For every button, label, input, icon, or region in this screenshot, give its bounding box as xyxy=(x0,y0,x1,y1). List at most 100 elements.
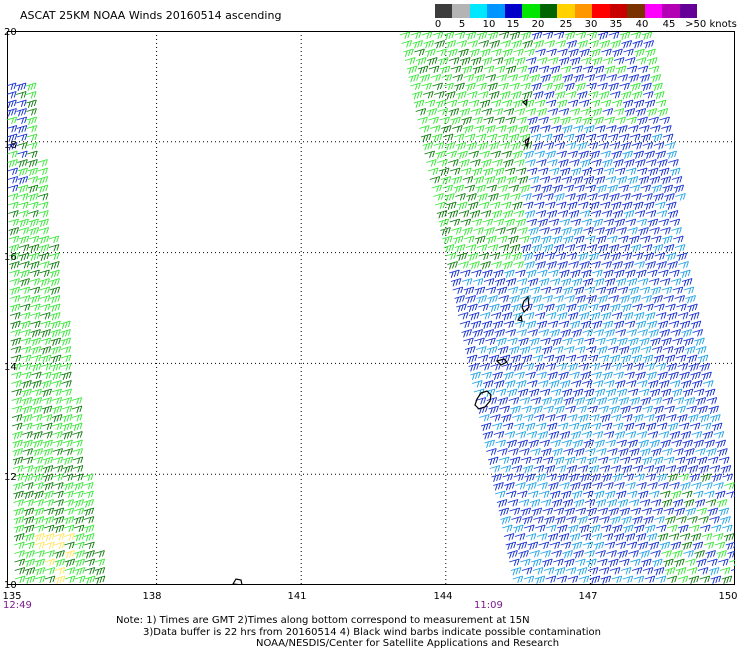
wind-barb xyxy=(452,286,464,295)
wind-barb xyxy=(570,167,582,176)
wind-barb xyxy=(688,363,700,372)
wind-barb xyxy=(549,541,561,550)
wind-barb xyxy=(559,431,571,440)
wind-barb xyxy=(651,448,662,457)
wind-barb xyxy=(597,507,609,516)
wind-barb xyxy=(535,473,547,482)
wind-barb xyxy=(576,142,588,151)
wind-barb xyxy=(501,312,513,321)
wind-barb xyxy=(474,125,485,133)
wind-barb xyxy=(720,516,731,525)
wind-barb xyxy=(51,414,63,423)
wind-barb xyxy=(643,516,654,525)
wind-barb xyxy=(638,227,649,236)
wind-barb xyxy=(19,269,30,278)
wind-barb xyxy=(668,159,679,167)
wind-barb xyxy=(515,431,527,439)
wind-barb xyxy=(583,227,594,235)
wind-barb xyxy=(558,159,569,168)
wind-barb xyxy=(648,380,659,389)
wind-barb xyxy=(654,252,666,261)
wind-barb xyxy=(670,490,682,499)
wind-barb xyxy=(525,57,537,65)
wind-barb xyxy=(675,567,687,576)
wind-barb xyxy=(580,57,592,65)
wind-barb xyxy=(27,176,39,184)
wind-barb xyxy=(692,541,704,550)
wind-barb xyxy=(560,490,572,499)
wind-barb xyxy=(700,473,712,482)
wind-barb xyxy=(645,210,657,218)
wind-barb xyxy=(487,456,499,465)
wind-barb xyxy=(41,397,53,405)
wind-barb xyxy=(532,567,544,575)
wind-barb xyxy=(692,490,704,499)
wind-barb xyxy=(559,218,571,227)
wind-barb xyxy=(580,320,592,329)
wind-barb xyxy=(574,133,586,142)
wind-barb xyxy=(514,371,525,380)
wind-barb xyxy=(505,541,517,550)
wind-barb xyxy=(561,176,573,184)
wind-barb xyxy=(604,490,616,499)
wind-barb xyxy=(475,133,487,142)
wind-barb xyxy=(472,278,484,286)
wind-barb xyxy=(448,159,459,167)
wind-barb xyxy=(461,278,473,286)
wind-barb xyxy=(666,414,677,422)
wind-barb xyxy=(509,244,521,253)
wind-barb xyxy=(640,184,652,193)
wind-barb xyxy=(612,422,624,431)
wind-barb xyxy=(493,269,504,278)
wind-barb xyxy=(577,252,589,261)
wind-barb xyxy=(27,184,39,193)
wind-barb xyxy=(547,159,558,167)
wind-barb xyxy=(632,303,643,312)
wind-barb xyxy=(589,414,600,422)
wind-barb xyxy=(710,575,722,584)
wind-barb xyxy=(30,329,41,338)
wind-barb xyxy=(639,499,651,507)
wind-barb xyxy=(641,558,652,567)
wind-barb xyxy=(692,380,703,389)
wind-barb xyxy=(553,558,564,567)
wind-barb xyxy=(74,558,86,567)
wind-barb xyxy=(531,244,543,253)
wind-barb xyxy=(667,210,679,219)
wind-barb xyxy=(639,337,650,346)
wind-barb xyxy=(7,184,19,193)
wind-barb xyxy=(497,397,509,406)
wind-barb xyxy=(545,363,557,371)
wind-barb xyxy=(496,499,508,508)
wind-barb xyxy=(12,456,24,465)
colorbar-label-5: 5 xyxy=(458,19,466,30)
wind-barb xyxy=(11,414,23,422)
wind-barb xyxy=(652,295,663,304)
wind-barb xyxy=(566,465,578,474)
wind-barb xyxy=(513,210,525,218)
wind-barb xyxy=(695,448,706,456)
wind-barb xyxy=(729,559,735,567)
wind-barb xyxy=(675,193,686,201)
wind-barb xyxy=(568,422,580,431)
wind-barb xyxy=(432,82,443,91)
wind-barb xyxy=(84,541,95,550)
wind-barb xyxy=(568,524,579,533)
wind-barb xyxy=(479,99,491,108)
wind-barb xyxy=(722,524,733,533)
wind-barb xyxy=(491,473,503,482)
wind-barb xyxy=(670,329,682,337)
wind-barb xyxy=(680,269,691,278)
wind-barb xyxy=(525,108,537,116)
wind-barb xyxy=(648,116,659,125)
wind-barb xyxy=(624,371,635,380)
wind-barb xyxy=(454,82,465,91)
wind-barb xyxy=(593,65,605,74)
wind-barb xyxy=(594,388,606,397)
wind-barb xyxy=(625,218,637,227)
wind-barb xyxy=(559,167,571,176)
wind-barb xyxy=(401,40,413,48)
wind-barb xyxy=(470,57,482,66)
wind-barb xyxy=(643,40,655,49)
wind-barb xyxy=(19,295,31,303)
